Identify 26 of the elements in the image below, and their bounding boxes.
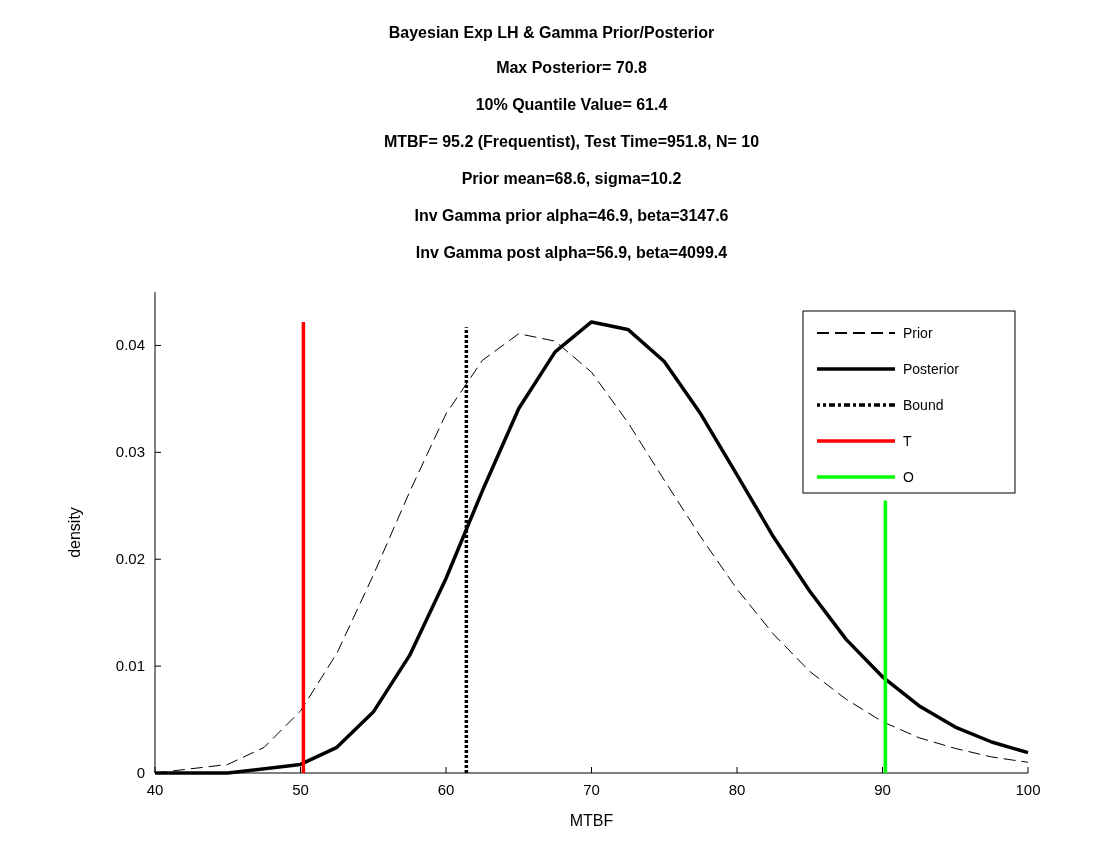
x-tick-label: 40 xyxy=(146,781,164,798)
y-tick-label: 0 xyxy=(136,764,145,781)
text: Inv Gamma prior alpha=46.9, beta=3147.6 xyxy=(414,207,729,224)
x-tick-label: 90 xyxy=(874,781,891,798)
text: Prior mean=68.6, sigma=10.2 xyxy=(461,170,682,187)
text: Inv Gamma post alpha=56.9, beta=4099.4 xyxy=(415,244,728,261)
text: MTBF= 95.2 (Frequentist), Test Time=951.8, N= 10 xyxy=(383,133,760,150)
legend-label: Bound xyxy=(903,397,944,413)
x-tick-label: 70 xyxy=(583,781,600,798)
x-axis-title: MTBF xyxy=(569,812,614,829)
x-tick-label: 80 xyxy=(728,781,746,798)
x-tick-label: 100 xyxy=(1015,781,1041,798)
legend-label: O xyxy=(903,469,914,485)
x-tick-label: 60 xyxy=(437,781,455,798)
y-tick-label: 0.02 xyxy=(115,550,145,568)
chart-title: Bayesian Exp LH & Gamma Prior/Posterior xyxy=(388,24,715,41)
text: Max Posterior= 70.8 xyxy=(496,59,647,76)
text: 10% Quantile Value= 61.4 xyxy=(475,96,668,113)
x-tick-label: 50 xyxy=(292,781,309,798)
y-tick-label: 0.01 xyxy=(115,657,145,675)
y-tick-label: 0.04 xyxy=(115,336,145,354)
legend-label: T xyxy=(903,433,912,449)
y-tick-label: 0.03 xyxy=(115,443,145,461)
y-axis-title: density xyxy=(66,507,83,558)
legend-label: Prior xyxy=(903,325,933,341)
legend-label: Posterior xyxy=(903,361,960,377)
